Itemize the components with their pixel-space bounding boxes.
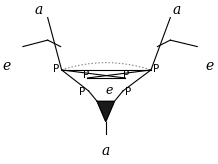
Text: e: e — [3, 59, 11, 73]
Polygon shape — [97, 101, 114, 122]
Text: a: a — [173, 3, 181, 17]
Text: e: e — [205, 59, 213, 73]
Text: P: P — [153, 64, 160, 74]
Text: a: a — [35, 3, 43, 17]
Text: P: P — [125, 87, 131, 97]
Text: P: P — [53, 64, 59, 74]
Text: e: e — [105, 84, 113, 97]
Text: a: a — [102, 144, 110, 158]
Text: P: P — [79, 87, 85, 97]
Text: P: P — [123, 70, 129, 80]
Text: P: P — [83, 70, 90, 80]
